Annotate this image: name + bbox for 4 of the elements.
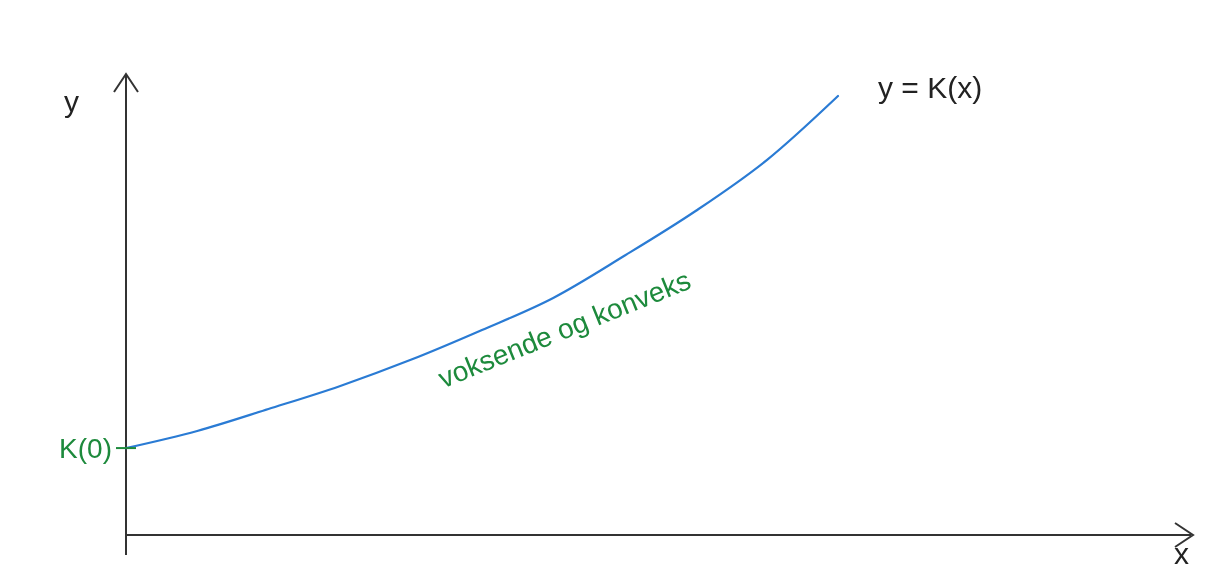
text: x bbox=[1174, 537, 1189, 570]
series-label: y = K(x) bbox=[878, 71, 983, 104]
y-axis-title: y bbox=[64, 85, 79, 118]
annotation: K(0) bbox=[59, 433, 112, 465]
